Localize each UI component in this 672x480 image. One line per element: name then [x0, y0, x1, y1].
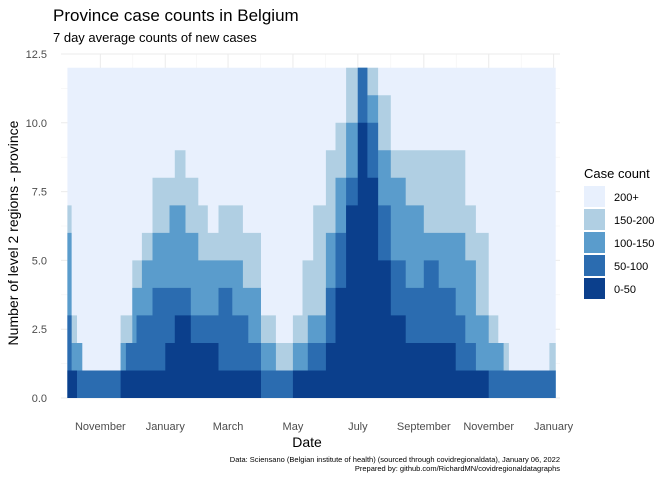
x-tick-label: May — [283, 421, 304, 433]
y-axis-title: Number of level 2 regions - province — [5, 120, 21, 345]
y-axis: 0.0 2.5 5.0 7.5 10.0 12.5 — [26, 49, 47, 405]
legend-label: 100-150 — [614, 238, 654, 250]
caption-line-2: Prepared by: github.com/RichardMN/covidr… — [355, 464, 560, 473]
y-tick-label: 7.5 — [32, 187, 47, 199]
x-tick-label: March — [213, 421, 244, 433]
y-tick-label: 12.5 — [26, 49, 47, 61]
chart-subtitle: 7 day average counts of new cases — [53, 30, 257, 45]
legend-swatch — [584, 186, 605, 207]
legend-label: 150-200 — [614, 215, 654, 227]
legend-swatch — [584, 232, 605, 253]
x-axis: November January March May July September Nove… — [75, 421, 574, 433]
caption-line-1: Data: Sciensano (Belgian institute of he… — [230, 455, 560, 464]
y-tick-label: 0.0 — [32, 393, 47, 405]
legend: Case count 200+ 150-200 100-150 50-100 0-50 — [584, 166, 654, 299]
x-axis-title: Date — [292, 434, 322, 450]
legend-swatch — [584, 278, 605, 299]
x-tick-label: July — [348, 421, 368, 433]
x-tick-label: January — [146, 421, 186, 433]
legend-label: 0-50 — [614, 284, 636, 296]
legend-swatch — [584, 255, 605, 276]
series-area-4 — [67, 122, 556, 399]
plot-area — [61, 53, 560, 399]
legend-title: Case count — [584, 166, 650, 181]
legend-swatch — [584, 209, 605, 230]
x-tick-label: September — [397, 421, 451, 433]
x-tick-label: January — [534, 421, 574, 433]
legend-label: 200+ — [614, 192, 639, 204]
y-tick-label: 2.5 — [32, 324, 47, 336]
y-tick-label: 5.0 — [32, 255, 47, 267]
y-tick-label: 10.0 — [26, 118, 47, 130]
chart-title: Province case counts in Belgium — [53, 6, 299, 25]
x-tick-label: November — [75, 421, 126, 433]
x-tick-label: November — [463, 421, 514, 433]
legend-label: 50-100 — [614, 261, 648, 273]
